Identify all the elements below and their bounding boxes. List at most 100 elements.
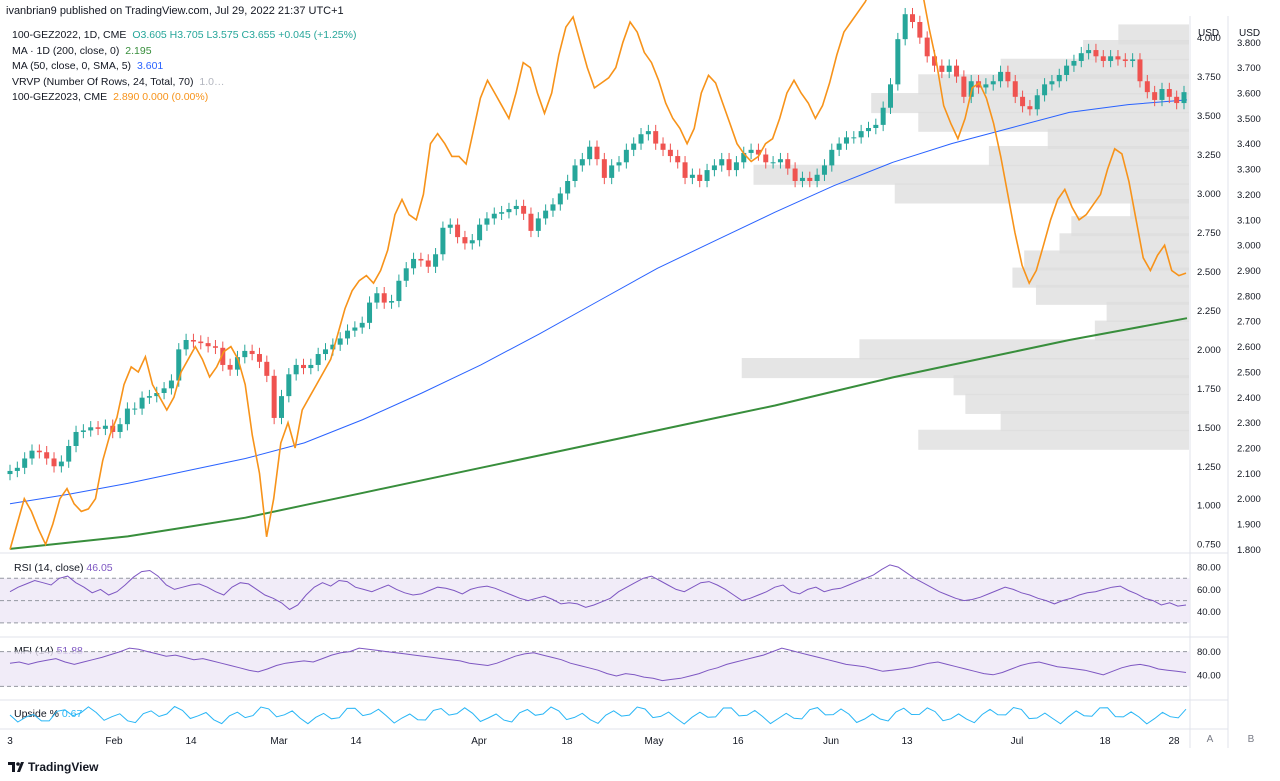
candle-body — [411, 258, 417, 269]
candle-body — [323, 349, 329, 355]
candle-body — [814, 174, 820, 181]
candle-body — [315, 354, 321, 365]
candle-body — [308, 364, 314, 369]
mfi-line — [9, 647, 1187, 682]
candle-body — [858, 131, 864, 138]
candle-body — [888, 84, 893, 108]
right-axis-tick: 3.800 — [1237, 38, 1261, 49]
candle-body — [293, 364, 299, 375]
time-axis-tick: May — [645, 736, 664, 747]
candle-body — [374, 293, 380, 303]
candle-body — [777, 159, 783, 163]
candle-body — [513, 205, 519, 210]
candle-body — [873, 124, 879, 128]
candle-body — [550, 204, 556, 211]
tradingview-logo-icon — [8, 762, 24, 772]
volume-profile-bar — [1130, 199, 1189, 220]
candle-body — [917, 22, 923, 38]
left-axis-tick: 1.750 — [1197, 384, 1221, 395]
time-axis-tick: 3 — [7, 736, 13, 747]
candle-body — [506, 209, 512, 213]
candle-body — [418, 258, 424, 261]
right-axis-tick: 2.800 — [1237, 291, 1261, 302]
right-axis-tick: 2.600 — [1237, 342, 1261, 353]
candle-body — [719, 159, 725, 166]
candle-body — [807, 177, 813, 181]
auto-scale-button[interactable]: A — [1206, 734, 1214, 745]
legend-ma200-row[interactable]: MA · 1D (200, close, 0) 2.195 — [12, 44, 356, 60]
legend-ma200-value: 2.195 — [125, 44, 152, 57]
candle-body — [389, 301, 395, 303]
left-axis-unit: USD — [1198, 28, 1219, 39]
candle-body — [565, 181, 571, 194]
right-axis-tick: 3.500 — [1237, 114, 1261, 125]
volume-profile-bar — [965, 393, 1189, 414]
candle-body — [902, 14, 908, 40]
candle-body — [242, 350, 248, 358]
candle-body — [851, 137, 857, 139]
candle-body — [301, 364, 306, 369]
legend-compare-row[interactable]: 100-GEZ2023, CME 2.890 0.000 (0.00%) — [12, 90, 356, 106]
legend-compare-label: 100-GEZ2023, CME — [12, 91, 108, 103]
time-axis-tick: 16 — [732, 736, 744, 747]
left-axis-tick: 1.250 — [1197, 462, 1221, 473]
candle-body — [557, 193, 563, 205]
candle-body — [102, 425, 108, 429]
candle-body — [1174, 96, 1180, 104]
volume-profile-bar — [988, 146, 1189, 167]
candle-body — [198, 341, 204, 344]
candle-body — [961, 76, 967, 97]
candle-body — [205, 343, 211, 347]
legend-ma50-row[interactable]: MA (50, close, 0, SMA, 5) 3.601 — [12, 59, 356, 75]
candle-body — [572, 165, 578, 181]
candle-body — [711, 165, 717, 171]
candle-body — [88, 427, 94, 431]
right-axis-tick: 1.900 — [1237, 520, 1261, 531]
right-axis-tick: 3.300 — [1237, 165, 1261, 176]
time-axis-tick: 28 — [1168, 736, 1180, 747]
candle-body — [51, 458, 57, 467]
candle-body — [821, 165, 827, 175]
right-axis-tick: 2.700 — [1237, 317, 1261, 328]
candle-body — [168, 380, 174, 389]
candle-body — [726, 159, 732, 171]
candle-body — [990, 81, 996, 85]
candle-body — [799, 177, 805, 181]
scale-b-button[interactable]: B — [1247, 734, 1255, 745]
candle-body — [939, 65, 945, 72]
legend-vrvp-row[interactable]: VRVP (Number Of Rows, 24, Total, 70) 1.0… — [12, 75, 356, 91]
candle-body — [631, 143, 637, 150]
candle-body — [741, 152, 747, 163]
legend-ma200-label: MA · 1D (200, close, 0) — [12, 44, 120, 57]
candle-body — [139, 397, 145, 409]
candle-body — [183, 340, 189, 350]
candle-body — [499, 212, 505, 214]
time-axis-tick: Jul — [1011, 736, 1024, 747]
rsi-legend[interactable]: RSI (14, close) 46.05 — [14, 562, 113, 574]
candle-body — [704, 170, 710, 181]
legend-symbol-row[interactable]: 100-GEZ2022, 1D, CME O3.605 H3.705 L3.57… — [12, 28, 356, 44]
candle-body — [983, 84, 989, 88]
right-axis-tick: 2.400 — [1237, 393, 1261, 404]
right-axis-tick: 2.900 — [1237, 266, 1261, 277]
candle-body — [440, 227, 446, 255]
volume-profile-bar — [1071, 216, 1189, 237]
time-axis-tick: Jun — [823, 736, 839, 747]
candle-body — [543, 210, 549, 219]
candle-body — [653, 131, 659, 144]
candle-body — [337, 338, 343, 345]
candle-body — [1122, 59, 1128, 61]
time-axis-tick: Feb — [105, 736, 123, 747]
candle-body — [227, 364, 233, 370]
time-axis-tick: 18 — [1099, 736, 1111, 747]
candle-body — [1064, 65, 1070, 75]
candle-body — [836, 143, 842, 150]
candle-body — [998, 71, 1004, 82]
volume-profile-bar — [741, 358, 1189, 379]
right-axis-tick: 2.200 — [1237, 444, 1261, 455]
ma50-line — [9, 99, 1188, 505]
candle-body — [212, 346, 218, 348]
candle-body — [645, 131, 651, 135]
volume-profile-bar — [894, 183, 1189, 204]
